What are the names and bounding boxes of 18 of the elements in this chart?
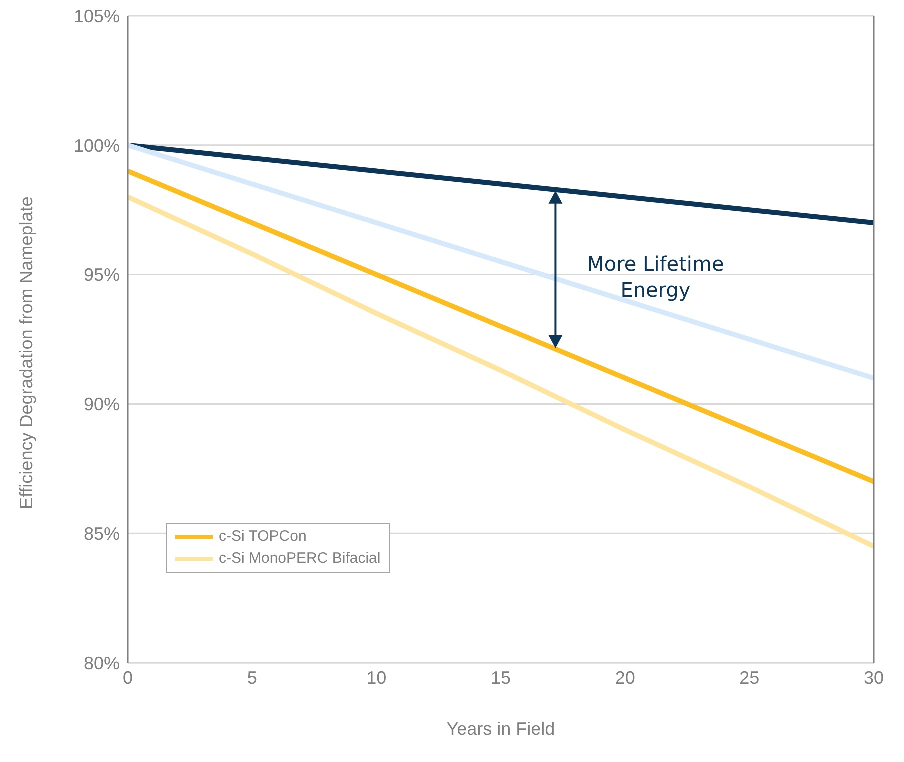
legend-label: c-Si MonoPERC Bifacial bbox=[218, 549, 381, 569]
y-tick-label: 100% bbox=[74, 136, 120, 156]
x-tick-label: 25 bbox=[740, 668, 760, 688]
x-tick-label: 10 bbox=[366, 668, 387, 688]
y-tick-label: 80% bbox=[84, 653, 120, 674]
y-tick-label: 105% bbox=[74, 6, 120, 26]
legend-label: c-Si TOPCon bbox=[218, 527, 308, 547]
x-tick-label: 15 bbox=[490, 668, 512, 688]
annotation: More Lifetime Energy bbox=[587, 252, 724, 302]
x-tick-label: 5 bbox=[247, 668, 258, 688]
x-tick-label: 0 bbox=[122, 668, 134, 688]
x-tick-label: 20 bbox=[615, 668, 636, 688]
y-tick-label: 90% bbox=[84, 394, 120, 415]
y-tick-label: 95% bbox=[84, 265, 120, 286]
x-axis-title: Years in Field bbox=[446, 719, 556, 739]
y-tick-label: 85% bbox=[84, 524, 120, 544]
x-tick-label: 30 bbox=[864, 668, 884, 688]
y-axis-title: Efficiency Degradation from Nameplate bbox=[16, 196, 36, 510]
